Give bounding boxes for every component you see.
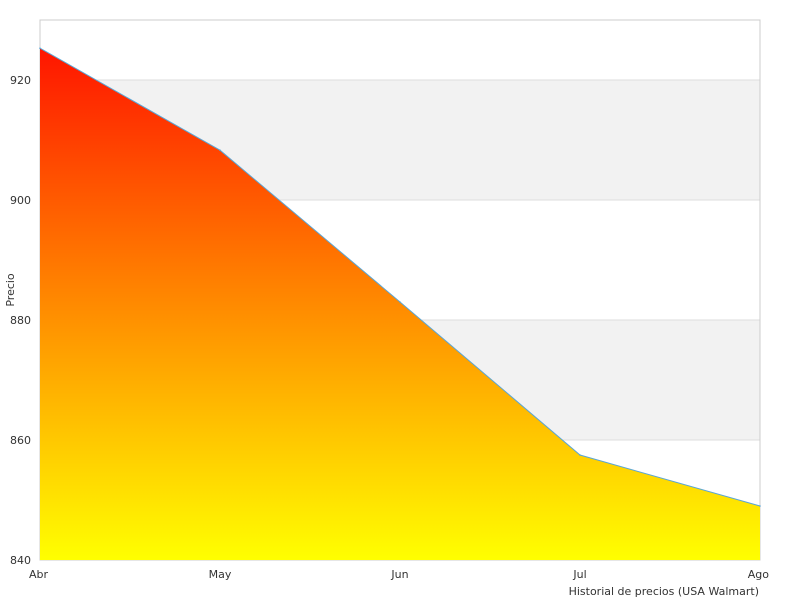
y-axis-title: Precio [4,273,17,307]
data-point [39,47,41,49]
area-series [39,47,761,560]
chart-caption: Historial de precios (USA Walmart) [569,585,759,598]
x-tick-label: May [209,568,232,581]
data-point [579,454,581,456]
y-tick-label: 900 [10,194,31,207]
x-tick-label: Jun [390,568,408,581]
area-fill [40,48,760,560]
y-tick-label: 840 [10,554,31,567]
data-point [219,149,221,151]
data-point [759,505,761,507]
y-tick-label: 920 [10,74,31,87]
x-tick-label: Abr [29,568,49,581]
data-point [399,301,401,303]
y-axis-ticks: 840 860 880 900 920 [10,74,31,567]
y-tick-label: 880 [10,314,31,327]
x-tick-label: Ago [748,568,770,581]
x-axis-ticks: Abr May Jun Jul Ago [29,568,769,581]
y-tick-label: 860 [10,434,31,447]
x-tick-label: Jul [572,568,586,581]
